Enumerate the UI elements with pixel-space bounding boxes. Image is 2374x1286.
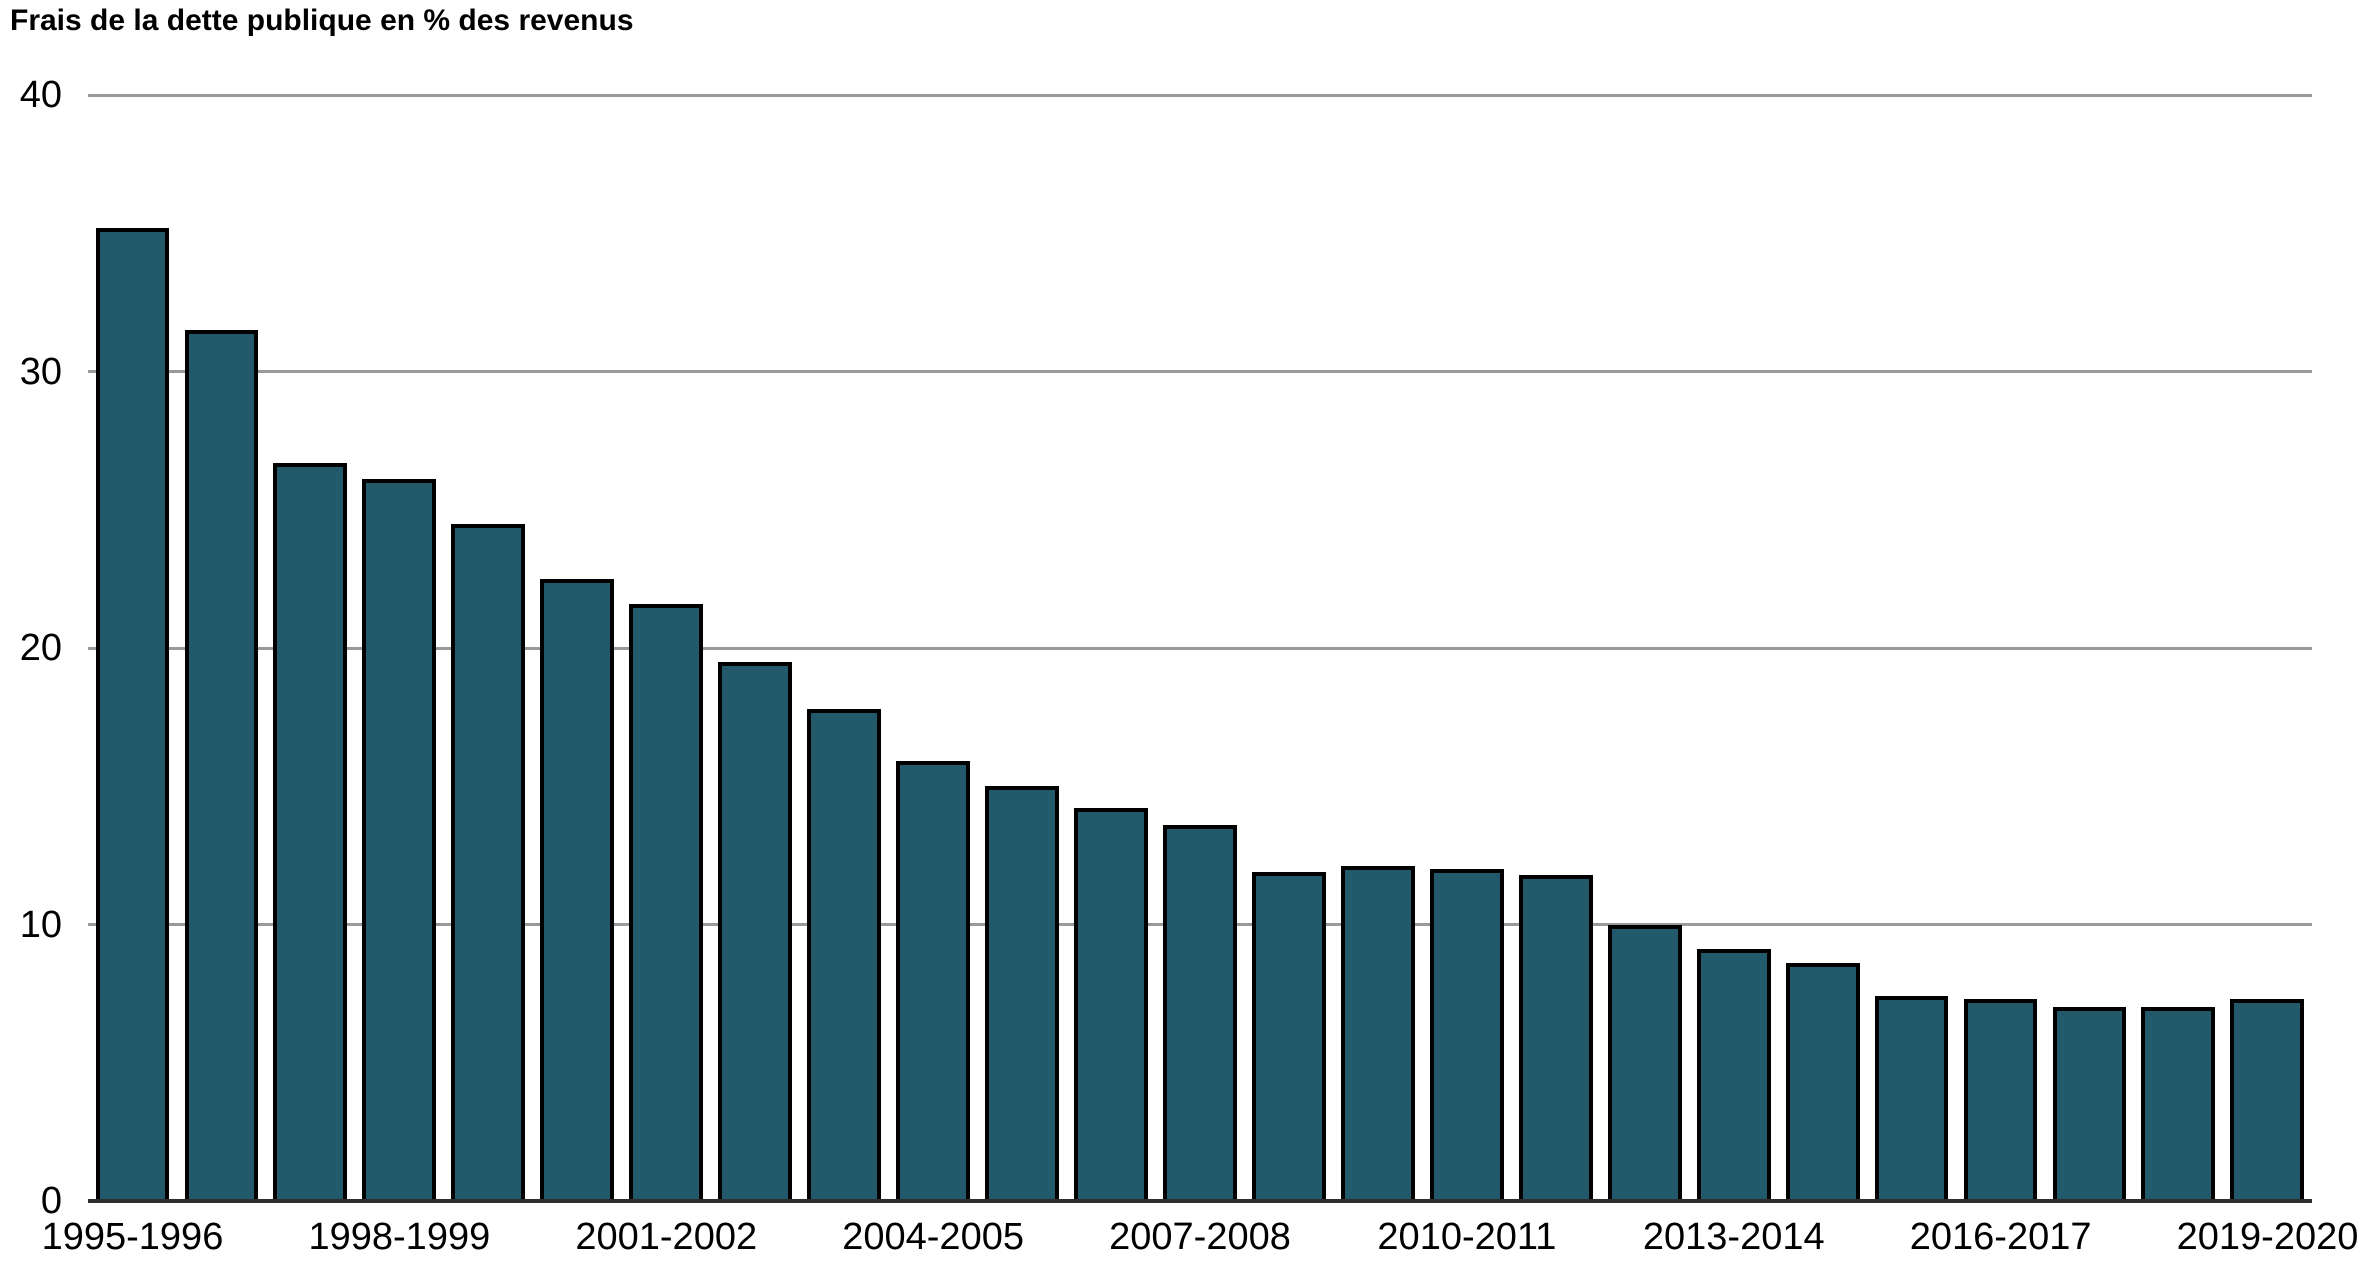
bar-2010-2011 — [1429, 869, 1504, 1201]
chart-title: Frais de la dette publique en % des reve… — [10, 4, 634, 37]
bar-2019-2020 — [2230, 999, 2305, 1201]
x-tick-label-1998-1999: 1998-1999 — [308, 1216, 491, 1258]
bar-1999-2000 — [451, 523, 526, 1201]
bars-container — [88, 95, 2312, 1201]
bar-1996-1997 — [184, 330, 259, 1201]
bar-slot-2008-2009 — [1244, 95, 1333, 1201]
bar-slot-2018-2019 — [2134, 95, 2223, 1201]
x-tick-label-2010-2011: 2010-2011 — [1377, 1216, 1557, 1258]
x-tick-label-2016-2017: 2016-2017 — [1909, 1216, 2092, 1258]
x-axis-line — [88, 1199, 2312, 1203]
bar-slot-1997-1998 — [266, 95, 355, 1201]
bar-2011-2012 — [1518, 874, 1593, 1201]
x-axis-labels: 1995-1996 1998-1999 2001-2002 2004-2005 2007… — [42, 1216, 2359, 1276]
bar-2007-2008 — [1163, 824, 1237, 1201]
bar-1995-1996 — [95, 227, 170, 1201]
bar-2002-2003 — [718, 661, 793, 1201]
bar-2015-2016 — [1874, 996, 1949, 1201]
x-tick-label-1995-1996: 1995-1996 — [41, 1216, 224, 1258]
bar-slot-2012-2013 — [1600, 95, 1689, 1201]
bar-2014-2015 — [1785, 963, 1860, 1201]
bar-1998-1999 — [362, 479, 437, 1201]
bar-2003-2004 — [807, 708, 882, 1201]
bar-slot-2017-2018 — [2045, 95, 2134, 1201]
bar-2009-2010 — [1340, 866, 1415, 1201]
bar-2016-2017 — [1963, 999, 2038, 1201]
bar-slot-2004-2005 — [889, 95, 978, 1201]
bar-2004-2005 — [896, 761, 970, 1201]
bar-slot-2011-2012 — [1511, 95, 1600, 1201]
bar-slot-1998-1999 — [355, 95, 444, 1201]
x-tick-label-2001-2002: 2001-2002 — [575, 1216, 758, 1258]
x-tick-label-2019-2020: 2019-2020 — [2176, 1216, 2359, 1258]
y-tick-label-30: 30 — [19, 350, 62, 393]
bar-slot-2013-2014 — [1689, 95, 1778, 1201]
bar-1997-1998 — [273, 462, 348, 1201]
y-tick-label-10: 10 — [19, 903, 62, 946]
bar-slot-2009-2010 — [1333, 95, 1422, 1201]
bar-2018-2019 — [2141, 1007, 2216, 1201]
bar-slot-2003-2004 — [800, 95, 889, 1201]
y-axis-labels: 0 10 20 30 40 — [0, 74, 62, 1222]
gridline-30 — [88, 370, 2312, 373]
x-tick-label-2013-2014: 2013-2014 — [1642, 1216, 1825, 1258]
bar-slot-1995-1996 — [88, 95, 177, 1201]
bar-slot-2014-2015 — [1778, 95, 1867, 1201]
bar-slot-2000-2001 — [533, 95, 622, 1201]
bar-2017-2018 — [2052, 1007, 2127, 1201]
bar-2000-2001 — [540, 578, 615, 1201]
y-tick-label-40: 40 — [19, 74, 62, 116]
gridline-20 — [88, 646, 2312, 650]
bar-slot-2019-2020 — [2223, 95, 2312, 1201]
plot-area — [88, 93, 2312, 1203]
bar-slot-2002-2003 — [711, 95, 800, 1201]
x-tick-label-2004-2005: 2004-2005 — [842, 1216, 1024, 1258]
y-tick-label-20: 20 — [19, 627, 62, 669]
bar-slot-2010-2011 — [1422, 95, 1511, 1201]
bar-2013-2014 — [1696, 949, 1771, 1201]
bar-slot-2006-2007 — [1066, 95, 1155, 1201]
bar-2006-2007 — [1074, 808, 1148, 1201]
y-tick-label-0: 0 — [40, 1180, 62, 1222]
x-tick-label-2007-2008: 2007-2008 — [1109, 1216, 1291, 1258]
bar-slot-2001-2002 — [622, 95, 711, 1201]
bar-slot-2007-2008 — [1155, 95, 1244, 1201]
bar-2012-2013 — [1607, 924, 1682, 1201]
bar-2001-2002 — [629, 603, 704, 1201]
bar-slot-1996-1997 — [177, 95, 266, 1201]
bar-slot-1999-2000 — [444, 95, 533, 1201]
bar-slot-2016-2017 — [1956, 95, 2045, 1201]
gridline-40 — [88, 93, 2312, 97]
bar-slot-2005-2006 — [978, 95, 1067, 1201]
bar-2005-2006 — [985, 786, 1059, 1201]
bar-2008-2009 — [1251, 871, 1326, 1201]
bar-slot-2015-2016 — [1867, 95, 1956, 1201]
